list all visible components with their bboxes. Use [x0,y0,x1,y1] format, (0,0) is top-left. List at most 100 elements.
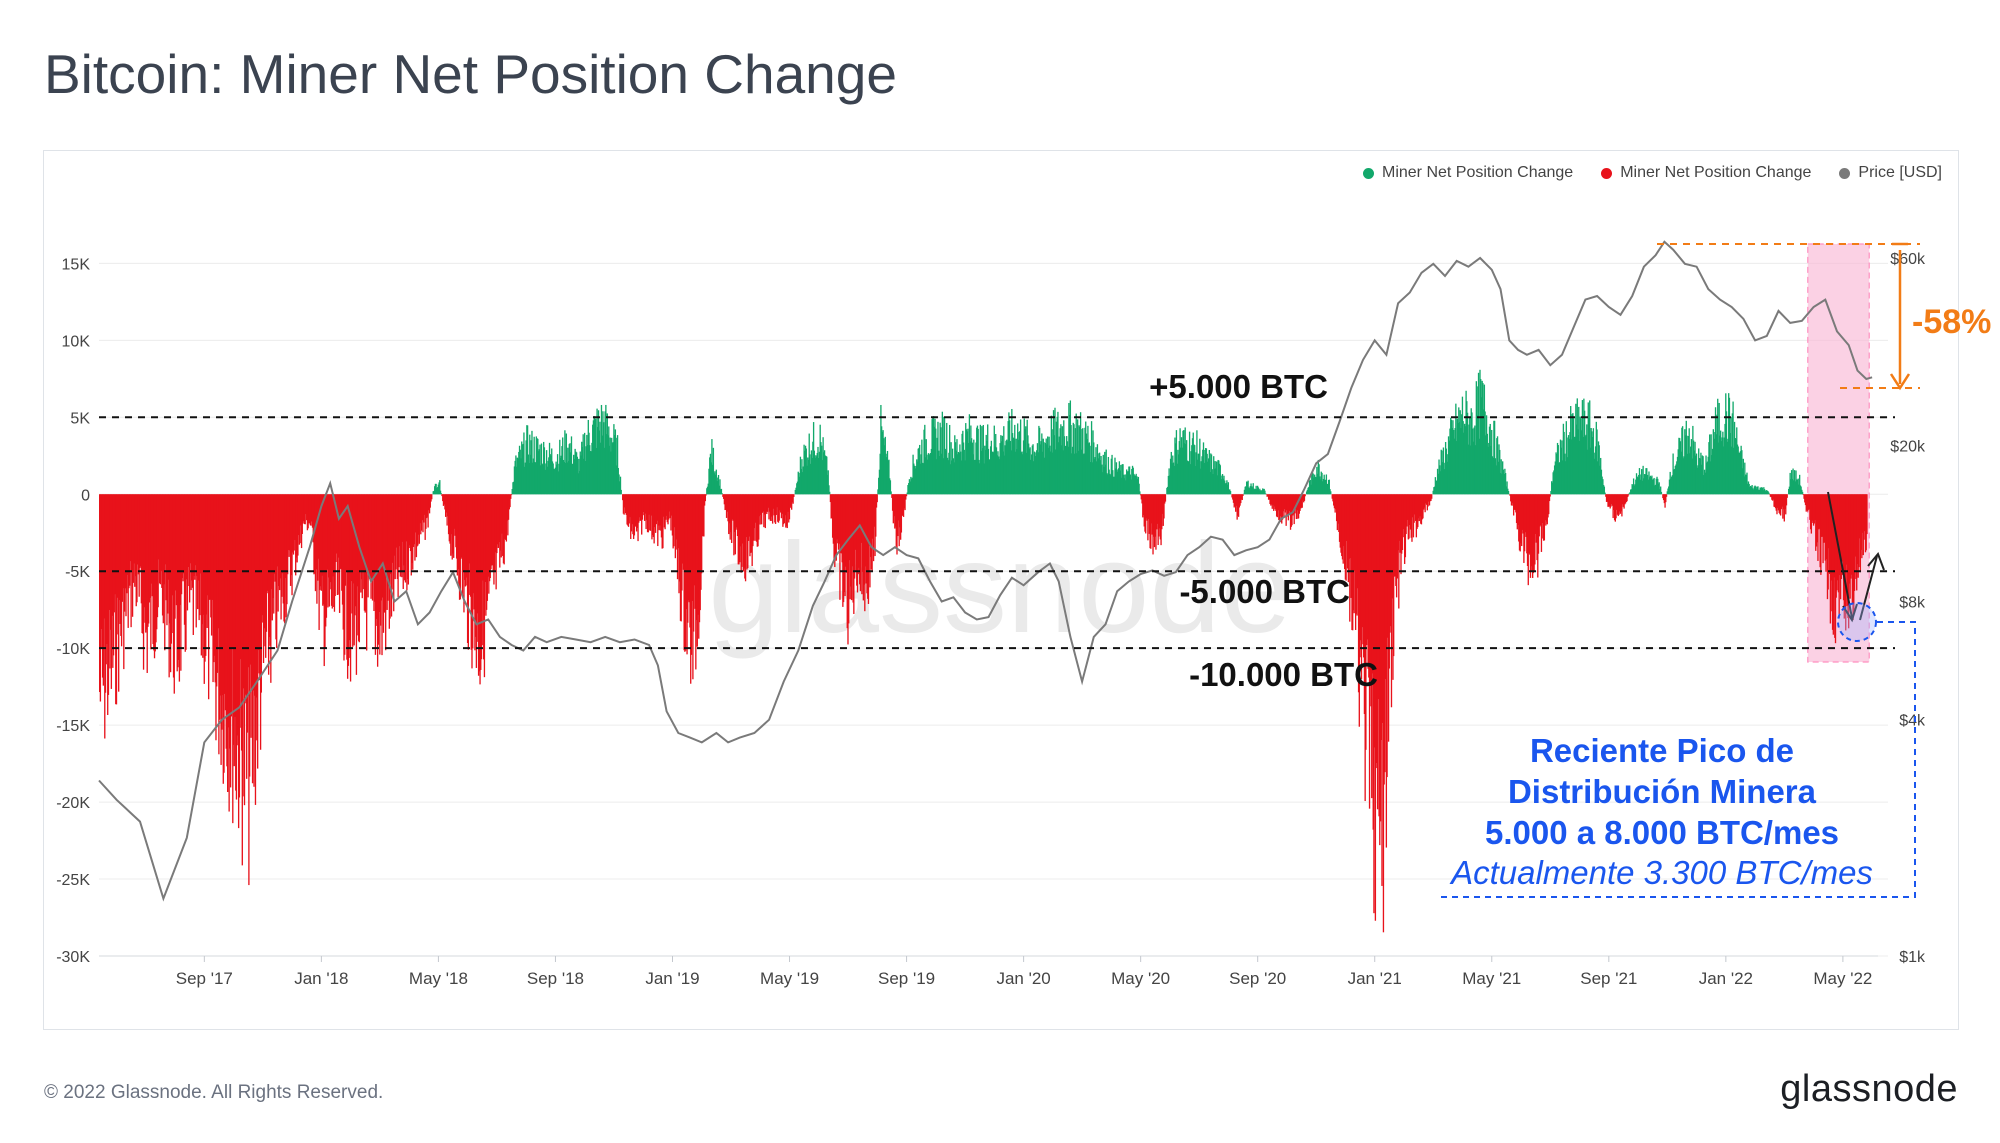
net-position-bar [1435,480,1437,495]
net-position-bar [1690,439,1693,495]
net-position-bar [1450,419,1453,495]
legend-item-negative[interactable]: Miner Net Position Change [1601,164,1811,182]
net-position-bar [1094,457,1096,495]
net-position-bar [879,453,881,495]
net-position-bar [205,494,207,656]
net-position-bar [1518,494,1520,542]
net-position-bar [1790,470,1793,495]
legend-item-positive[interactable]: Miner Net Position Change [1362,164,1574,182]
net-position-bar [816,452,818,495]
net-position-bar [547,460,549,495]
net-position-bar [636,494,638,529]
net-position-bar [668,494,670,520]
net-position-bar [289,494,292,586]
net-position-bar [435,483,437,495]
net-position-bar [1049,451,1052,495]
net-position-bar [541,463,543,495]
net-position-bar [389,494,391,619]
net-position-bar [350,494,352,582]
callout-line-2: Distribución Minera [1508,773,1817,810]
net-position-bar [219,494,222,696]
net-position-bar [1617,494,1619,517]
net-position-bar [1019,430,1021,495]
net-position-bar [1825,494,1827,572]
net-position-bar [1396,494,1399,579]
net-position-bar [111,494,113,616]
net-position-bar [1512,494,1515,516]
net-position-bar [1381,494,1383,886]
net-position-bar [1047,436,1049,495]
net-position-bar [945,450,947,495]
net-position-bar [619,476,622,495]
net-position-bar [235,494,237,791]
net-position-bar [1272,494,1274,505]
net-position-bar [777,494,779,522]
net-position-bar [139,494,141,568]
net-position-bar [1465,390,1467,495]
net-position-bar [982,424,984,495]
net-position-bar [923,429,925,495]
x-tick-label: Jan '19 [645,969,699,988]
copyright-footer: © 2022 Glassnode. All Rights Reserved. [44,1082,384,1103]
net-position-bar [727,494,729,522]
net-position-bar [221,494,223,730]
legend-label: Miner Net Position Change [1381,164,1574,181]
net-position-bar [831,494,834,538]
net-position-bar [1488,442,1490,495]
net-position-bar [750,494,753,553]
net-position-bar [1243,489,1246,495]
net-position-bar [199,494,202,574]
net-position-bar [118,494,120,692]
net-position-bar [711,439,713,495]
net-position-bar [363,494,365,590]
net-position-bar [1501,473,1503,495]
net-position-bar [1131,465,1134,495]
net-position-bar [635,494,637,527]
net-position-bar [1701,455,1704,495]
net-position-bar [1208,449,1211,495]
net-position-bar [767,494,769,508]
net-position-bar [701,494,703,574]
net-position-bar [1102,454,1104,495]
net-position-bar [232,494,235,745]
net-position-bar [1235,494,1238,506]
net-position-bar [1027,435,1029,495]
net-position-bar [1705,455,1707,495]
net-position-bar [1710,434,1712,495]
net-position-bar [952,458,954,495]
net-position-bar [834,494,837,556]
net-position-bar [981,426,983,495]
net-position-bar [775,494,777,515]
net-position-bar [1093,458,1096,495]
net-position-bar [1251,486,1253,495]
net-position-bar [406,494,409,580]
net-position-bar [300,494,303,549]
net-position-bar [900,494,903,533]
net-position-bar [1831,494,1834,630]
net-position-bar [1690,446,1692,495]
net-position-bar [447,494,450,535]
net-position-bar [1747,481,1750,495]
net-position-bar [1788,488,1790,495]
net-position-bar [1620,494,1622,512]
legend-item-price[interactable]: Price [USD] [1839,164,1942,182]
net-position-bar [156,494,159,618]
net-position-bar [570,452,572,495]
net-position-bar [1149,494,1151,549]
net-position-bar [1642,465,1644,495]
net-position-bar [1706,462,1708,495]
net-position-bar [1016,449,1018,495]
net-position-bar [1663,494,1665,504]
net-position-bar [423,494,425,523]
net-position-bar [753,494,756,529]
net-position-bar [1423,494,1426,508]
net-position-bar [1196,459,1199,495]
net-position-bar [1077,419,1079,495]
glassnode-logo[interactable]: glassnode [1780,1068,1958,1110]
net-position-bar [768,494,770,520]
net-position-bar [1514,494,1516,511]
net-position-bar [1470,408,1472,495]
net-position-bar [150,494,153,584]
net-position-bar [1265,493,1267,495]
net-position-bar [731,494,734,520]
